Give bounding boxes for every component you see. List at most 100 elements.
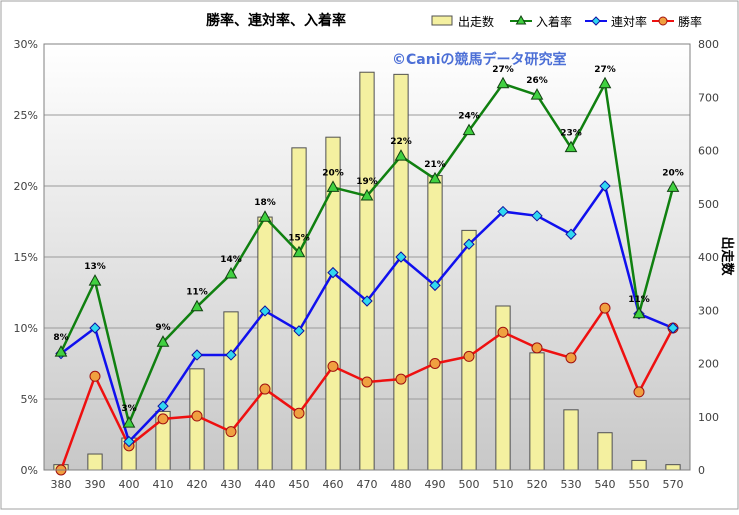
data-label-550: 11%: [628, 295, 650, 305]
bar-550: [631, 459, 647, 471]
marker-入着率-410: [156, 335, 170, 347]
data-label-500: 24%: [458, 112, 480, 122]
x-tick-label: 480: [391, 478, 412, 491]
marker-入着率-550: [632, 306, 646, 319]
y-left-tick-label: 10%: [14, 322, 38, 335]
bar-390: [87, 453, 103, 471]
legend-symbol-勝率: [658, 16, 668, 26]
legend-label-勝率: 勝率: [678, 14, 702, 29]
data-label-540: 27%: [594, 65, 616, 75]
marker-入着率-460: [326, 180, 340, 192]
marker-連対率-390: [89, 322, 101, 334]
marker-連対率-530: [565, 228, 577, 240]
x-tick-label: 380: [51, 478, 72, 491]
bar-540: [597, 432, 613, 471]
marker-勝率-430: [225, 426, 237, 438]
bar-530: [563, 409, 579, 471]
marker-layer: [54, 76, 680, 476]
x-tick-label: 430: [221, 478, 242, 491]
plot-border: [43, 43, 691, 471]
marker-入着率-520: [530, 88, 544, 100]
y-right-tick-label: 700: [698, 91, 719, 104]
marker-連対率-490: [429, 279, 441, 292]
marker-連対率-400: [123, 435, 135, 448]
bar-450: [291, 147, 307, 471]
marker-連対率-510: [497, 205, 509, 218]
marker-入着率-390: [88, 274, 102, 286]
data-label-530: 23%: [560, 129, 582, 139]
marker-勝率-410: [157, 413, 169, 425]
marker-勝率-500: [463, 350, 475, 362]
bar-470: [359, 71, 375, 471]
data-label-480: 22%: [390, 137, 412, 147]
marker-入着率-530: [564, 140, 578, 153]
data-label-420: 11%: [186, 288, 208, 298]
legend-label-連対率: 連対率: [611, 14, 647, 29]
y-left-tick-label: 5%: [21, 393, 38, 406]
x-tick-label: 550: [629, 478, 650, 491]
marker-勝率-550: [633, 386, 645, 398]
marker-勝率-440: [259, 383, 271, 395]
data-label-490: 21%: [424, 160, 446, 170]
bar-490: [427, 175, 443, 471]
x-tick-label: 400: [119, 478, 140, 491]
data-label-layer: 8% 13% 3% 9% 11% 14% 18% 15% 20% 19% 22% 21% 24% 27% 2…: [53, 65, 683, 414]
x-tick-label: 420: [187, 478, 208, 491]
y-right-tick-label: 0: [698, 464, 705, 477]
marker-勝率-530: [565, 352, 577, 364]
marker-入着率-480: [394, 149, 408, 161]
marker-勝率-490: [429, 358, 441, 369]
marker-連対率-500: [463, 238, 475, 250]
marker-勝率-420: [191, 410, 203, 422]
data-label-400: 3%: [121, 404, 136, 414]
bar-430: [223, 311, 239, 471]
marker-連対率-420: [191, 349, 203, 361]
data-label-510: 27%: [492, 65, 514, 75]
marker-勝率-450: [293, 407, 305, 419]
watermark-text: ©Caniの競馬データ研究室: [392, 51, 567, 68]
marker-入着率-510: [496, 76, 510, 89]
x-tick-label: 460: [323, 478, 344, 491]
x-tick-label: 450: [289, 478, 310, 491]
data-label-460: 20%: [322, 168, 344, 178]
marker-入着率-420: [190, 299, 204, 312]
bar-570: [665, 464, 681, 471]
data-label-520: 26%: [526, 76, 548, 86]
chart-title: 勝率、連対率、入着率: [206, 12, 346, 29]
y-right-tick-label: 600: [698, 145, 719, 158]
bar-440: [257, 216, 273, 471]
x-tick-label: 520: [527, 478, 548, 491]
marker-入着率-490: [428, 171, 442, 184]
data-label-390: 13%: [84, 262, 106, 272]
y-left-tick-label: 15%: [14, 251, 38, 264]
data-label-380: 8%: [53, 333, 68, 343]
marker-連対率-440: [259, 305, 271, 317]
x-tick-label: 490: [425, 478, 446, 491]
marker-連対率-470: [361, 295, 373, 307]
legend-label-出走数: 出走数: [458, 14, 494, 29]
marker-勝率-520: [531, 342, 543, 354]
marker-入着率-540: [598, 76, 612, 89]
y-right-tick-label: 200: [698, 358, 719, 371]
y-right-tick-label: 300: [698, 304, 719, 317]
marker-連対率-570: [667, 322, 679, 334]
y-right-tick-label: 100: [698, 411, 719, 424]
marker-連対率-410: [157, 400, 169, 412]
legend-symbol-出走数: [431, 15, 453, 26]
marker-入着率-400: [122, 416, 136, 428]
marker-入着率-450: [292, 245, 306, 258]
y-right-tick-label: 500: [698, 198, 719, 211]
marker-勝率-480: [395, 373, 407, 385]
bar-480: [393, 73, 409, 471]
marker-入着率-470: [360, 188, 374, 201]
legend: 出走数 入着率 連対率 勝率: [431, 14, 702, 29]
x-tick-label: 410: [153, 478, 174, 491]
marker-入着率-440: [258, 210, 272, 222]
bar-520: [529, 352, 545, 471]
y-left-tick-label: 30%: [14, 38, 38, 51]
data-label-570: 20%: [662, 168, 684, 178]
x-tick-label: 500: [459, 478, 480, 491]
marker-連対率-450: [293, 325, 305, 337]
